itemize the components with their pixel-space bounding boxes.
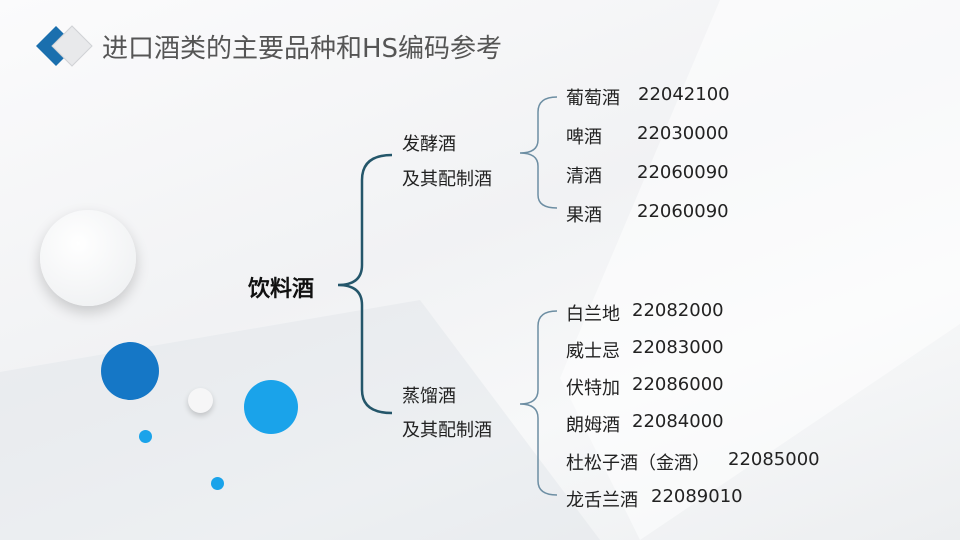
sub-brace-fermented <box>519 96 558 209</box>
item-code: 22082000 <box>632 300 724 321</box>
group-label: 蒸馏酒 <box>402 386 456 407</box>
item-name: 清酒 <box>566 166 602 187</box>
item-code: 22089010 <box>651 486 743 507</box>
item-code: 22085000 <box>728 449 820 470</box>
main-brace <box>337 153 393 415</box>
item-name: 龙舌兰酒 <box>566 490 638 511</box>
item-code: 22042100 <box>638 84 730 105</box>
item-code: 22084000 <box>632 411 724 432</box>
item-code: 22060090 <box>637 162 729 183</box>
item-code: 22083000 <box>632 337 724 358</box>
item-code: 22086000 <box>632 374 724 395</box>
item-name: 白兰地 <box>566 304 620 325</box>
sub-brace-distilled <box>519 310 558 496</box>
item-code: 22060090 <box>637 201 729 222</box>
item-name: 威士忌 <box>566 341 620 362</box>
blue-dot <box>211 477 224 490</box>
group-label: 及其配制酒 <box>402 169 492 190</box>
white-circle-small <box>188 388 213 413</box>
blue-circle-light <box>244 380 298 434</box>
item-name: 伏特加 <box>566 378 620 399</box>
white-circle-large <box>40 210 136 306</box>
blue-circle-dark <box>101 342 159 400</box>
root-node: 饮料酒 <box>248 277 315 302</box>
item-name: 啤酒 <box>566 127 602 148</box>
item-name: 杜松子酒（金酒） <box>566 453 710 474</box>
item-name: 朗姆酒 <box>566 415 620 436</box>
item-code: 22030000 <box>637 123 729 144</box>
group-label: 及其配制酒 <box>402 420 492 441</box>
group-label: 发酵酒 <box>402 134 456 155</box>
page-title: 进口酒类的主要品种和HS编码参考 <box>102 34 503 64</box>
item-name: 果酒 <box>566 205 602 226</box>
item-name: 葡萄酒 <box>566 88 620 109</box>
logo-icon <box>36 25 93 67</box>
blue-dot <box>139 430 152 443</box>
